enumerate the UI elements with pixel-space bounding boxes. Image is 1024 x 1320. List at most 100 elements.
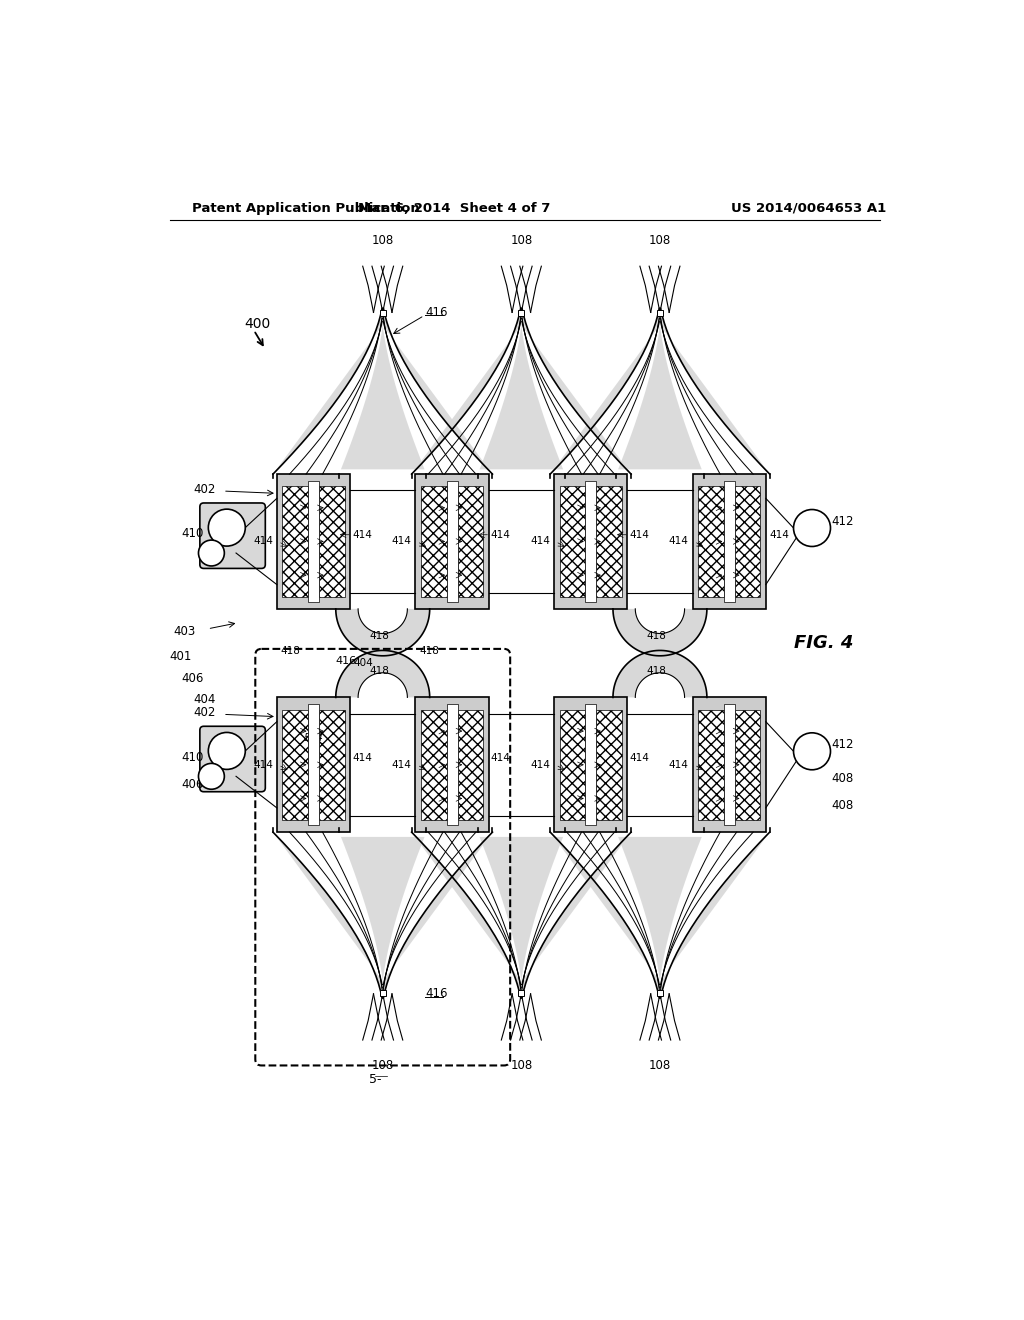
Bar <box>554 474 628 609</box>
Text: 408: 408 <box>831 799 854 812</box>
Text: 108: 108 <box>510 234 532 247</box>
Bar <box>421 710 446 820</box>
Text: 108: 108 <box>372 1059 394 1072</box>
Text: 414: 414 <box>352 529 372 540</box>
Text: 108: 108 <box>649 234 671 247</box>
Text: 403: 403 <box>174 626 196 639</box>
Bar <box>724 704 735 825</box>
Bar <box>380 990 386 997</box>
Bar <box>308 480 318 602</box>
Circle shape <box>794 510 830 546</box>
Circle shape <box>199 540 224 566</box>
Bar <box>698 710 724 820</box>
Text: 414: 414 <box>490 752 511 763</box>
Text: 414: 414 <box>253 760 273 770</box>
Text: 416: 416 <box>336 656 356 667</box>
Bar <box>283 486 308 597</box>
Circle shape <box>794 733 830 770</box>
Circle shape <box>208 733 246 770</box>
Bar <box>559 486 585 597</box>
Text: Patent Application Publication: Patent Application Publication <box>193 202 420 215</box>
Text: 418: 418 <box>369 631 389 640</box>
Bar <box>585 480 596 602</box>
Text: 414: 414 <box>669 536 689 546</box>
Text: 414: 414 <box>770 529 790 540</box>
Text: 418: 418 <box>281 647 301 656</box>
Text: 414: 414 <box>490 529 511 540</box>
Text: 402: 402 <box>193 706 215 719</box>
Text: 404: 404 <box>193 693 215 706</box>
Text: 401: 401 <box>170 649 193 663</box>
Text: Mar. 6, 2014  Sheet 4 of 7: Mar. 6, 2014 Sheet 4 of 7 <box>357 202 550 215</box>
Text: 414: 414 <box>253 536 273 546</box>
Text: 402: 402 <box>193 483 215 496</box>
Text: 414: 414 <box>630 752 649 763</box>
Polygon shape <box>550 308 770 474</box>
Bar <box>724 480 735 602</box>
Bar <box>276 697 350 832</box>
Polygon shape <box>336 651 430 697</box>
Text: US 2014/0064653 A1: US 2014/0064653 A1 <box>731 202 887 215</box>
Polygon shape <box>550 832 770 998</box>
Polygon shape <box>336 609 430 656</box>
Circle shape <box>208 510 246 546</box>
Text: 406: 406 <box>181 777 204 791</box>
Bar <box>446 704 458 825</box>
Text: 5-: 5- <box>369 1073 381 1086</box>
Text: 412: 412 <box>831 738 854 751</box>
Text: 108: 108 <box>372 234 394 247</box>
Text: 108: 108 <box>510 1059 532 1072</box>
Text: 418: 418 <box>646 631 666 640</box>
Bar <box>380 310 386 317</box>
Text: 412: 412 <box>831 515 854 528</box>
Bar <box>735 486 761 597</box>
Text: 404: 404 <box>354 657 374 668</box>
Polygon shape <box>613 651 707 697</box>
Bar <box>283 710 308 820</box>
Text: FIG. 4: FIG. 4 <box>795 635 854 652</box>
Text: 108: 108 <box>649 1059 671 1072</box>
Text: 410: 410 <box>181 527 204 540</box>
Text: 514: 514 <box>303 733 324 743</box>
Text: 414: 414 <box>530 536 550 546</box>
Bar <box>692 697 766 832</box>
Text: 414: 414 <box>352 752 372 763</box>
Text: 400: 400 <box>245 317 270 331</box>
Polygon shape <box>273 832 493 998</box>
Bar <box>735 710 761 820</box>
Bar <box>698 486 724 597</box>
Text: 414: 414 <box>530 760 550 770</box>
Text: 418: 418 <box>369 665 389 676</box>
Text: 418: 418 <box>419 647 439 656</box>
Text: 406: 406 <box>181 672 204 685</box>
Polygon shape <box>412 308 631 474</box>
Bar <box>416 474 488 609</box>
Bar <box>585 704 596 825</box>
Text: 414: 414 <box>669 760 689 770</box>
Text: 414: 414 <box>392 760 412 770</box>
Bar <box>656 990 663 997</box>
Bar <box>458 710 483 820</box>
Text: 418: 418 <box>646 665 666 676</box>
Bar <box>692 474 766 609</box>
Polygon shape <box>613 609 707 656</box>
Text: 414: 414 <box>392 536 412 546</box>
Bar <box>318 710 344 820</box>
Polygon shape <box>273 308 493 474</box>
Bar <box>596 486 622 597</box>
Bar <box>596 710 622 820</box>
Bar <box>276 474 350 609</box>
Bar <box>554 697 628 832</box>
Bar <box>318 486 344 597</box>
Bar <box>518 310 524 317</box>
Text: 410: 410 <box>181 751 204 763</box>
Bar <box>421 486 446 597</box>
Bar <box>559 710 585 820</box>
FancyBboxPatch shape <box>200 726 265 792</box>
Text: 414: 414 <box>630 529 649 540</box>
Circle shape <box>199 763 224 789</box>
Polygon shape <box>412 832 631 998</box>
Bar <box>518 990 524 997</box>
Bar <box>446 480 458 602</box>
Bar <box>416 697 488 832</box>
